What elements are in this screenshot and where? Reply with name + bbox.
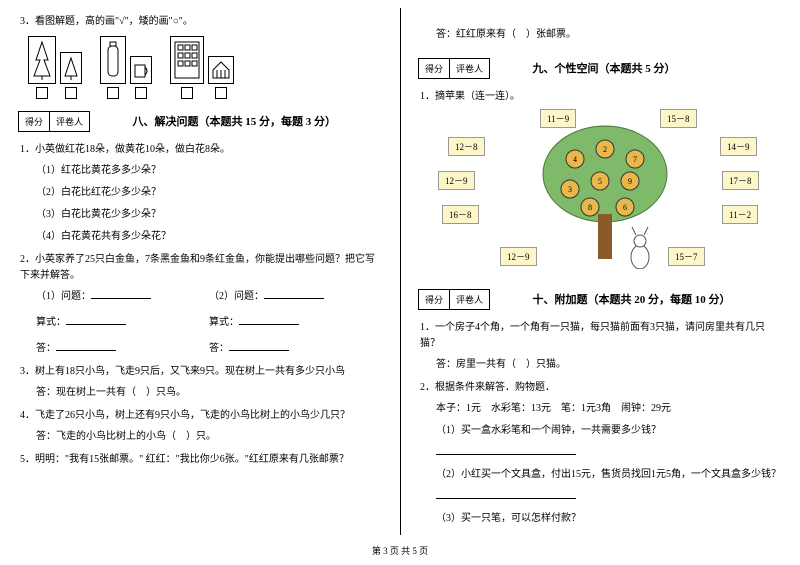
q8-5: 5．明明："我有15张邮票。" 红红："我比你少6张。"红红原来有几张邮票？ — [20, 452, 382, 468]
answer-label: 答： — [36, 343, 56, 354]
grader-label: 评卷人 — [450, 290, 489, 309]
expr-tag[interactable]: 12－8 — [448, 137, 485, 156]
svg-text:5: 5 — [598, 177, 602, 186]
cup — [130, 56, 152, 84]
score-box-9: 得分 评卷人 — [418, 58, 490, 79]
svg-text:3: 3 — [568, 185, 572, 194]
page-footer: 第 3 页 共 5 页 — [0, 540, 800, 557]
score-box-10: 得分 评卷人 — [418, 289, 490, 310]
svg-text:9: 9 — [628, 177, 632, 186]
tree-icon: 4 2 7 3 5 9 8 6 — [530, 119, 680, 269]
q8-3: 3．树上有18只小鸟，飞走9只后，又飞来9只。现在树上一共有多少只小鸟 — [20, 364, 382, 380]
q3-text: 3．看图解题，高的画"√"，矮的画"○"。 — [20, 14, 382, 30]
section-10-title: 十、附加题（本题共 20 分，每题 10 分） — [533, 291, 731, 307]
apple-tree-diagram: 4 2 7 3 5 9 8 6 11－9 15－8 12－8 14－9 12－9… — [430, 109, 770, 279]
checkbox[interactable] — [135, 87, 147, 99]
checkbox[interactable] — [215, 87, 227, 99]
q10-2-items: 本子：1元 水彩笔：13元 笔：1元3角 闹钟：29元 — [436, 400, 782, 418]
checkbox[interactable] — [36, 87, 48, 99]
blank[interactable] — [229, 341, 289, 351]
blank[interactable] — [66, 315, 126, 325]
q10-2-1: （1）买一盒水彩笔和一个闹钟，一共需要多少钱？ — [436, 422, 782, 440]
blank[interactable] — [56, 341, 116, 351]
formula-label: 算式： — [36, 317, 66, 328]
problem-label-2: （2）问题： — [209, 291, 264, 302]
score-label: 得分 — [419, 290, 450, 309]
expr-tag[interactable]: 14－9 — [720, 137, 757, 156]
q8-1: 1．小英做红花18朵，做黄花10朵，做白花8朵。 — [20, 142, 382, 158]
section-9-title: 九、个性空间（本题共 5 分） — [533, 60, 676, 76]
blank[interactable] — [239, 315, 299, 325]
svg-text:2: 2 — [603, 145, 607, 154]
expr-tag[interactable]: 15－7 — [668, 247, 705, 266]
q5-answer: 答：红红原来有（ ）张邮票。 — [436, 26, 782, 44]
blank[interactable] — [91, 289, 151, 299]
score-box-8: 得分 评卷人 — [18, 111, 90, 132]
score-label: 得分 — [19, 112, 50, 131]
expr-tag[interactable]: 11－9 — [540, 109, 576, 128]
answer-blank[interactable] — [436, 445, 576, 455]
checkbox[interactable] — [65, 87, 77, 99]
house — [208, 56, 234, 84]
q8-2: 2．小英家养了25只白金鱼，7条黑金鱼和9条红金鱼，你能提出哪些问题？把它写下来… — [20, 252, 382, 284]
blank[interactable] — [264, 289, 324, 299]
expr-tag[interactable]: 11－2 — [722, 205, 758, 224]
expr-tag[interactable]: 12－9 — [438, 171, 475, 190]
svg-text:4: 4 — [573, 155, 577, 164]
tree-tall — [28, 36, 56, 84]
expr-tag[interactable]: 15－8 — [660, 109, 697, 128]
q8-3-answer: 答：现在树上一共有（ ）只鸟。 — [36, 384, 382, 402]
section-8-title: 八、解决问题（本题共 15 分，每题 3 分） — [133, 113, 337, 129]
expr-tag[interactable]: 16－8 — [442, 205, 479, 224]
q10-2-3: （3）买一只笔，可以怎样付款？ — [436, 510, 782, 528]
answer-blank[interactable] — [436, 489, 576, 499]
q8-1-2: （2）白花比红花少多少朵？ — [36, 184, 382, 202]
thermos — [100, 36, 126, 84]
picture-row — [28, 36, 382, 99]
q10-2: 2．根据条件来解答．购物题． — [420, 380, 782, 396]
svg-text:7: 7 — [633, 155, 637, 164]
q8-1-1: （1）红花比黄花多多少朵？ — [36, 162, 382, 180]
q8-4-answer: 答：飞走的小鸟比树上的小鸟（ ）只。 — [36, 428, 382, 446]
column-divider — [400, 8, 401, 535]
q10-1: 1．一个房子4个角，一个角有一只猫，每只猫前面有3只猫，请问房里共有几只猫？ — [420, 320, 782, 352]
q9-1: 1．摘苹果（连一连）。 — [420, 89, 782, 105]
grader-label: 评卷人 — [50, 112, 89, 131]
expr-tag[interactable]: 12－9 — [500, 247, 537, 266]
checkbox[interactable] — [181, 87, 193, 99]
answer-label: 答： — [209, 343, 229, 354]
svg-text:6: 6 — [623, 203, 627, 212]
q10-1-answer: 答：房里一共有（ ）只猫。 — [436, 356, 782, 374]
formula-label: 算式： — [209, 317, 239, 328]
svg-text:8: 8 — [588, 203, 592, 212]
building — [170, 36, 204, 84]
tree-short — [60, 52, 82, 84]
q10-2-2: （2）小红买一个文具盒，付出15元，售货员找回1元5角，一个文具盒多少钱？ — [436, 466, 782, 484]
grader-label: 评卷人 — [450, 59, 489, 78]
q8-4: 4．飞走了26只小鸟，树上还有9只小鸟，飞走的小鸟比树上的小鸟少几只？ — [20, 408, 382, 424]
q8-1-3: （3）白花比黄花少多少朵？ — [36, 206, 382, 224]
score-label: 得分 — [419, 59, 450, 78]
q8-1-4: （4）白花黄花共有多少朵花？ — [36, 228, 382, 246]
problem-label-1: （1）问题： — [36, 291, 91, 302]
expr-tag[interactable]: 17－8 — [722, 171, 759, 190]
checkbox[interactable] — [107, 87, 119, 99]
